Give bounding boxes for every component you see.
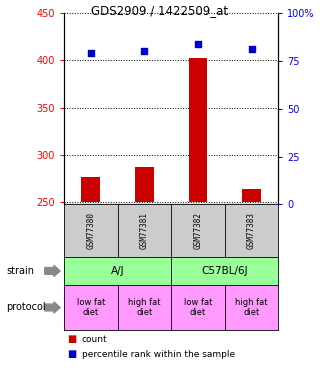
Text: strain: strain — [6, 266, 35, 276]
Text: GSM77382: GSM77382 — [194, 212, 203, 249]
Point — [249, 46, 254, 53]
Text: A/J: A/J — [111, 266, 124, 276]
Bar — [188, 58, 207, 202]
Text: protocol: protocol — [6, 303, 46, 312]
Point — [142, 48, 147, 54]
Text: C57BL/6J: C57BL/6J — [202, 266, 248, 276]
Text: GSM77383: GSM77383 — [247, 212, 256, 249]
Text: high fat
diet: high fat diet — [235, 298, 268, 317]
Text: percentile rank within the sample: percentile rank within the sample — [82, 350, 235, 359]
Point — [196, 41, 201, 47]
Text: low fat
diet: low fat diet — [184, 298, 212, 317]
Text: count: count — [82, 335, 107, 344]
Bar — [81, 177, 100, 203]
Text: ■: ■ — [67, 334, 76, 344]
Text: ■: ■ — [67, 350, 76, 359]
Text: low fat
diet: low fat diet — [76, 298, 105, 317]
Text: GSM77381: GSM77381 — [140, 212, 149, 249]
Bar — [242, 189, 261, 202]
Text: GSM77380: GSM77380 — [86, 212, 95, 249]
Bar — [135, 166, 154, 202]
Text: GDS2909 / 1422509_at: GDS2909 / 1422509_at — [92, 4, 228, 17]
Text: high fat
diet: high fat diet — [128, 298, 161, 317]
Point — [88, 50, 93, 56]
